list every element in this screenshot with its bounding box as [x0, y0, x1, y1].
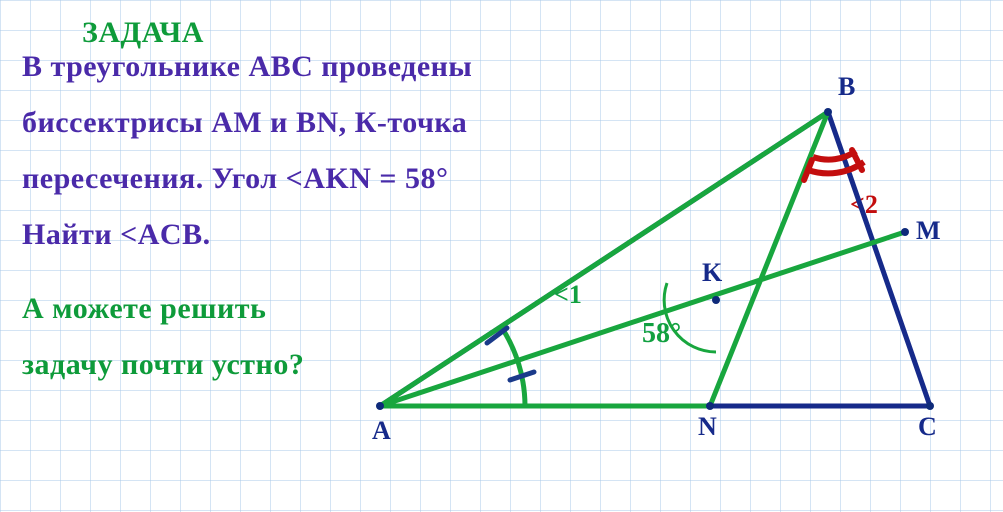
point-n-dot — [706, 402, 714, 410]
point-c-dot — [926, 402, 934, 410]
point-m-dot — [901, 228, 909, 236]
point-k-dot — [712, 296, 720, 304]
angle-arc-b-inner — [813, 151, 856, 160]
content-layer: ЗАДАЧА В треугольнике АВС проведены бисс… — [0, 0, 1003, 512]
point-a-dot — [376, 402, 384, 410]
edge-ab-green-overlay — [380, 112, 828, 406]
point-b-dot — [824, 108, 832, 116]
bisector-bn — [710, 112, 828, 406]
triangle-diagram — [0, 0, 1003, 512]
bisector-am — [380, 232, 905, 406]
angle-arc-k — [664, 283, 716, 352]
